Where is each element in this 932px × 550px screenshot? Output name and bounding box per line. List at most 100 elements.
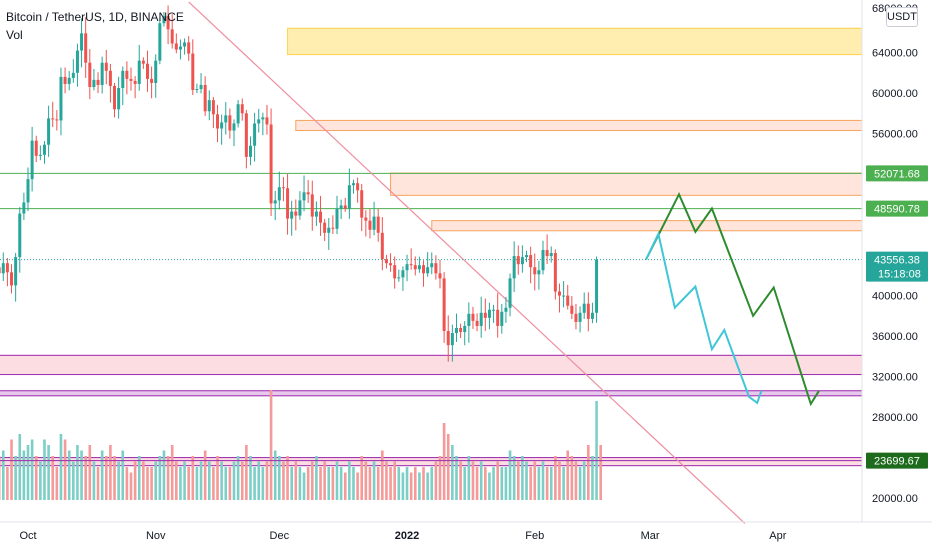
volume-bar (10, 439, 13, 500)
candle (257, 119, 261, 124)
price-tick-label: 20000.00 (872, 493, 918, 505)
volume-bar (26, 445, 30, 500)
volume-bar (22, 450, 26, 500)
volume-bar (191, 456, 195, 500)
candle (67, 77, 71, 84)
candle (434, 263, 438, 274)
candle (166, 16, 170, 30)
volume-bar (39, 461, 42, 500)
volume-bar (451, 445, 454, 500)
volume-bar (228, 467, 232, 500)
volume-bar (405, 467, 409, 500)
volume-bar (479, 461, 483, 500)
volume-bar (80, 450, 83, 500)
candle (595, 259, 599, 313)
volume-bar (220, 461, 223, 500)
volume-bar (516, 461, 520, 500)
candle (154, 60, 158, 83)
volume-bar (67, 450, 71, 500)
volume-bar (582, 461, 586, 500)
level-tag-label: 48590.78 (874, 204, 920, 216)
volume-bar (409, 472, 413, 500)
volume-bar (290, 467, 293, 500)
candle (187, 42, 191, 54)
candle (541, 250, 545, 271)
candle (302, 192, 306, 201)
volume-bar (323, 461, 326, 500)
candle (265, 117, 269, 125)
candle (178, 46, 182, 50)
volume-bar (59, 434, 63, 500)
candle (220, 122, 224, 129)
volume-bar (269, 390, 273, 500)
candle (442, 278, 446, 332)
volume-label: Vol (6, 28, 23, 42)
candle (372, 216, 376, 230)
candle (290, 211, 294, 219)
candle (422, 265, 426, 274)
candle (30, 140, 34, 180)
volume-bar (348, 461, 351, 500)
level-tag-label: 23699.67 (874, 456, 920, 468)
volume-layer (0, 390, 602, 500)
level-tag (866, 200, 928, 217)
candle (10, 272, 14, 286)
volume-bar (562, 467, 565, 500)
volume-bar (422, 467, 425, 500)
volume-bar (166, 456, 170, 500)
volume-bar (558, 461, 561, 500)
candle (14, 257, 18, 286)
candle (347, 185, 351, 209)
candle (294, 211, 298, 216)
volume-bar (545, 467, 549, 500)
volume-bar (240, 461, 244, 500)
candle (397, 277, 401, 279)
price-tick-label: 32000.00 (872, 372, 918, 384)
candle (380, 232, 384, 260)
time-tick-label: Dec (270, 530, 290, 542)
zone-0 (287, 27, 863, 56)
candle (298, 200, 302, 216)
time-tick-label: Apr (769, 530, 786, 542)
volume-bar (529, 467, 532, 500)
volume-bar (397, 467, 401, 500)
candle (277, 187, 281, 201)
candle (121, 70, 125, 89)
volume-bar (104, 456, 108, 500)
candle (207, 100, 211, 112)
volume-bar (401, 472, 405, 500)
price-tick-label: 64000.00 (872, 48, 918, 60)
candle (413, 265, 417, 270)
candle (47, 118, 51, 145)
candle (319, 211, 323, 223)
volume-bar (595, 401, 598, 500)
volume-bar (484, 467, 487, 500)
candle (512, 256, 516, 279)
candle (537, 270, 541, 275)
candle (471, 313, 475, 321)
projection-green (645, 191, 820, 407)
candle (475, 320, 479, 326)
candle (376, 216, 380, 233)
candle (578, 312, 582, 322)
volume-bar (533, 461, 537, 500)
candle (384, 259, 388, 264)
candle (487, 309, 491, 318)
volume-bar (142, 461, 145, 500)
volume-bar (72, 461, 75, 500)
volume-bar (455, 456, 458, 500)
candle (104, 62, 108, 71)
candle (261, 117, 265, 120)
volume-bar (162, 450, 166, 500)
volume-bar (492, 467, 495, 500)
candle (310, 194, 314, 217)
candle (240, 104, 244, 114)
candle (450, 333, 454, 346)
currency-badge[interactable]: USDT (886, 7, 918, 27)
candle (335, 208, 339, 229)
candle (117, 88, 121, 110)
volume-bar (471, 461, 475, 500)
volume-bar (47, 445, 50, 500)
volume-bar (335, 461, 339, 500)
